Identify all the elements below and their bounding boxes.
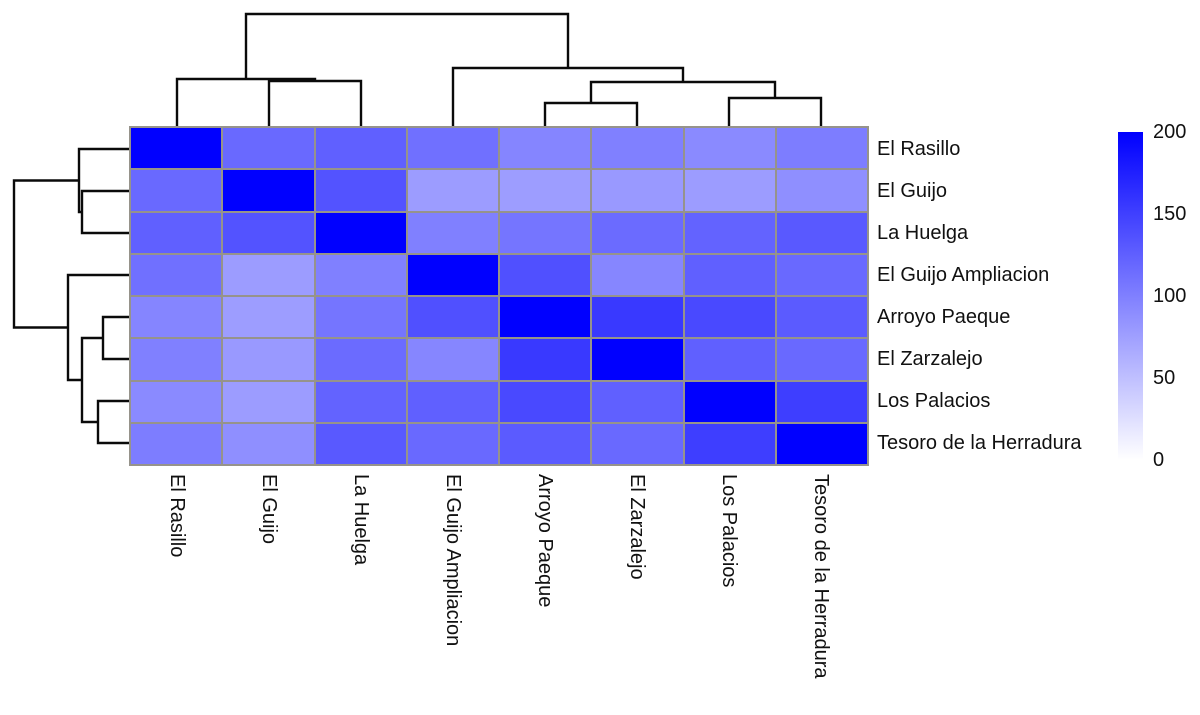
- heatmap-cell: [407, 297, 498, 338]
- heatmap-cell: [500, 339, 591, 380]
- heatmap-cell: [407, 339, 498, 380]
- row-label: El Zarzalejo: [877, 348, 983, 370]
- column-label: El Guijo Ampliacion: [442, 474, 464, 647]
- colorbar-tick-label: 50: [1153, 367, 1176, 389]
- column-label: Tesoro de la Herradura: [810, 474, 832, 679]
- heatmap-cell: [592, 381, 683, 422]
- heatmap-cell: [592, 170, 683, 211]
- colorbar: [1118, 132, 1143, 460]
- colorbar-tick-label: 100: [1153, 285, 1187, 307]
- heatmap-cell: [315, 297, 406, 338]
- row-label: Tesoro de la Herradura: [877, 432, 1082, 454]
- heatmap-cell: [592, 212, 683, 253]
- dendrogram-link: [80, 189, 131, 235]
- heatmap-cell: [500, 297, 591, 338]
- dendrogram-link: [244, 12, 570, 79]
- heatmap-cell: [315, 212, 406, 253]
- heatmap-cell: [131, 339, 222, 380]
- heatmap-cell: [684, 254, 775, 295]
- column-label: El Zarzalejo: [626, 474, 648, 580]
- dendrogram-link: [80, 336, 103, 424]
- heatmap-cell: [407, 128, 498, 169]
- heatmap-cell: [223, 423, 314, 464]
- column-label: El Guijo: [258, 474, 280, 545]
- heatmap-cell: [131, 128, 222, 169]
- heatmap-cell: [776, 297, 867, 338]
- heatmap-cell: [223, 254, 314, 295]
- heatmap-cell: [315, 254, 406, 295]
- heatmap-cell: [684, 170, 775, 211]
- heatmap-cell: [315, 381, 406, 422]
- heatmap-cell: [131, 423, 222, 464]
- heatmap-cell: [592, 423, 683, 464]
- heatmap-cell: [776, 381, 867, 422]
- heatmap-cell: [592, 254, 683, 295]
- heatmap-cell: [407, 170, 498, 211]
- heatmap-cell: [223, 170, 314, 211]
- dendrogram-link: [101, 315, 131, 361]
- heatmap-cell: [684, 423, 775, 464]
- dendrogram-link: [77, 147, 131, 214]
- heatmap-grid: [129, 126, 869, 466]
- heatmap-cell: [592, 339, 683, 380]
- heatmap-cell: [407, 212, 498, 253]
- heatmap-cell: [776, 339, 867, 380]
- heatmap-cell: [592, 128, 683, 169]
- heatmap-cell: [684, 128, 775, 169]
- heatmap-cell: [684, 212, 775, 253]
- dendrogram-link: [96, 399, 131, 445]
- heatmap-cell: [131, 170, 222, 211]
- heatmap-cell: [407, 423, 498, 464]
- column-label: Los Palacios: [718, 474, 740, 588]
- heatmap-cell: [223, 212, 314, 253]
- heatmap-cell: [684, 297, 775, 338]
- heatmap-cell: [315, 170, 406, 211]
- heatmap-cell: [776, 254, 867, 295]
- heatmap-cell: [500, 170, 591, 211]
- heatmap-cell: [315, 128, 406, 169]
- row-label: El Guijo Ampliacion: [877, 264, 1050, 286]
- colorbar-gradient: [1118, 132, 1143, 460]
- column-label: El Rasillo: [166, 474, 188, 558]
- heatmap-cell: [223, 128, 314, 169]
- heatmap-cell: [407, 254, 498, 295]
- heatmap-cell: [776, 170, 867, 211]
- colorbar-tick-label: 200: [1153, 121, 1187, 143]
- heatmap-cell: [315, 423, 406, 464]
- heatmap-cell: [776, 212, 867, 253]
- heatmap-cell: [131, 297, 222, 338]
- heatmap-cell: [500, 128, 591, 169]
- row-label: El Guijo: [877, 180, 948, 202]
- heatmap-cell: [223, 339, 314, 380]
- column-label: La Huelga: [350, 474, 372, 566]
- heatmap-cell: [684, 381, 775, 422]
- heatmap-cell: [223, 381, 314, 422]
- row-label: El Rasillo: [877, 138, 961, 160]
- heatmap-cell: [684, 339, 775, 380]
- colorbar-tick-label: 0: [1153, 449, 1165, 471]
- row-label: Los Palacios: [877, 390, 991, 412]
- heatmap-cell: [131, 212, 222, 253]
- row-label: La Huelga: [877, 222, 969, 244]
- column-label: Arroyo Paeque: [534, 474, 556, 608]
- heatmap-cell: [592, 297, 683, 338]
- row-label: Arroyo Paeque: [877, 306, 1011, 328]
- colorbar-tick-label: 150: [1153, 203, 1187, 225]
- heatmap-cell: [500, 423, 591, 464]
- heatmap-cell: [776, 128, 867, 169]
- heatmap-cell: [500, 254, 591, 295]
- heatmap-cell: [407, 381, 498, 422]
- dendrogram-link: [66, 273, 131, 382]
- heatmap-cell: [776, 423, 867, 464]
- dendrogram-link: [12, 179, 79, 329]
- heatmap-cell: [131, 254, 222, 295]
- heatmap-cell: [315, 339, 406, 380]
- heatmap-cell: [500, 381, 591, 422]
- heatmap-cell: [500, 212, 591, 253]
- heatmap-cell: [131, 381, 222, 422]
- heatmap-cell: [223, 297, 314, 338]
